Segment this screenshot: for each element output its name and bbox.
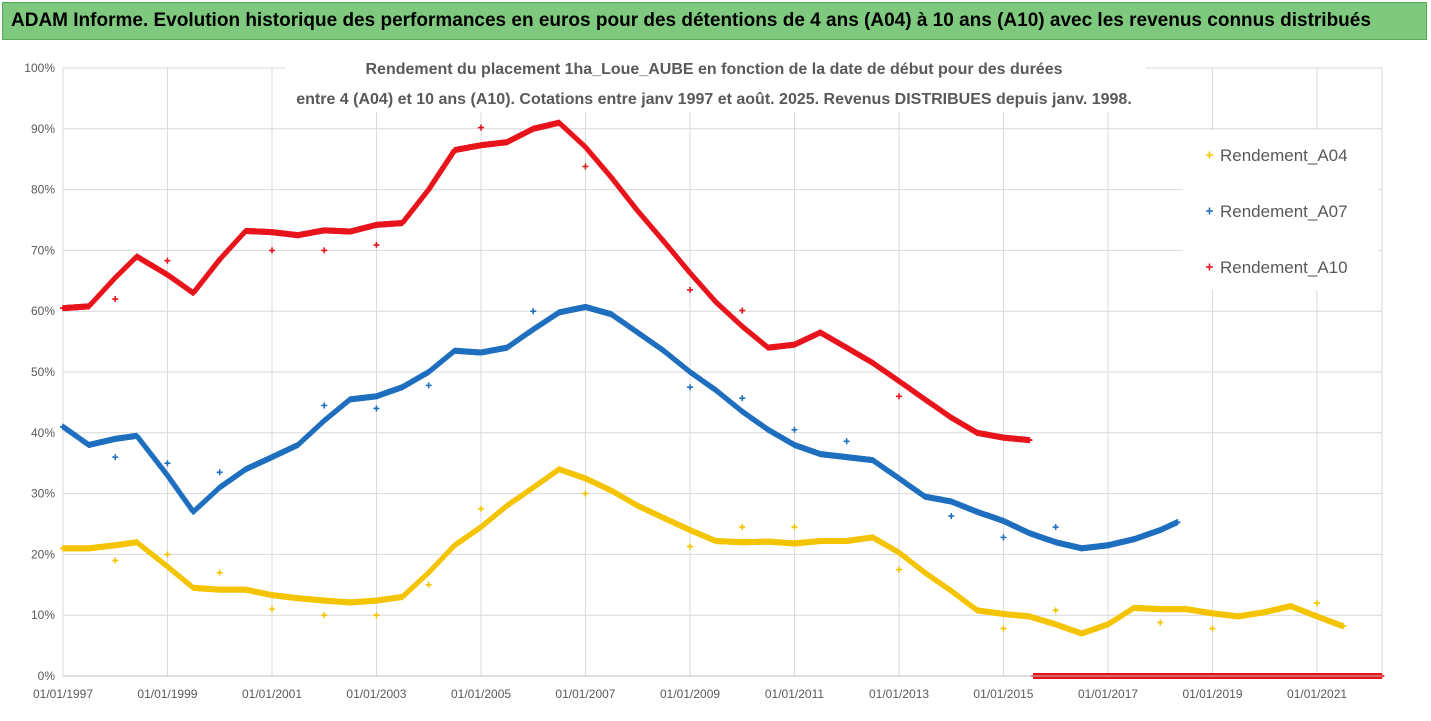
data-point xyxy=(791,524,798,531)
data-point xyxy=(216,569,223,576)
data-point xyxy=(687,543,694,550)
data-point xyxy=(687,384,694,391)
data-point xyxy=(425,581,432,588)
data-point xyxy=(739,524,746,531)
data-point xyxy=(112,454,119,461)
series-rendement-a04 xyxy=(60,466,1346,637)
data-point xyxy=(478,505,485,512)
data-point xyxy=(896,393,903,400)
performance-chart: 0%10%20%30%40%50%60%70%80%90%100%01/01/1… xyxy=(24,50,1385,701)
data-point xyxy=(1157,619,1164,626)
data-point xyxy=(321,402,328,409)
data-point xyxy=(164,460,171,467)
data-point xyxy=(896,566,903,573)
data-point xyxy=(164,551,171,558)
data-point xyxy=(582,163,589,170)
data-point xyxy=(530,308,537,315)
data-point xyxy=(791,426,798,433)
data-point xyxy=(373,612,380,619)
data-point xyxy=(843,438,850,445)
data-point xyxy=(1314,600,1321,607)
data-point xyxy=(269,247,276,254)
data-point xyxy=(1052,607,1059,614)
data-point xyxy=(321,612,328,619)
data-point xyxy=(948,513,955,520)
series-rendement-a07 xyxy=(60,303,1181,552)
data-point xyxy=(1209,625,1216,632)
data-point xyxy=(478,124,485,131)
data-point xyxy=(164,257,171,264)
data-point xyxy=(1000,625,1007,632)
data-point xyxy=(739,395,746,402)
data-point xyxy=(582,490,589,497)
data-point xyxy=(739,307,746,314)
data-point xyxy=(321,247,328,254)
data-point xyxy=(425,382,432,389)
page-title: ADAM Informe. Evolution historique des p… xyxy=(2,2,1427,40)
data-point xyxy=(112,557,119,564)
data-point xyxy=(216,469,223,476)
data-point xyxy=(1000,534,1007,541)
data-point xyxy=(373,405,380,412)
data-point xyxy=(112,296,119,303)
data-point xyxy=(1052,524,1059,531)
data-point xyxy=(687,286,694,293)
data-point xyxy=(373,241,380,248)
data-point xyxy=(269,606,276,613)
